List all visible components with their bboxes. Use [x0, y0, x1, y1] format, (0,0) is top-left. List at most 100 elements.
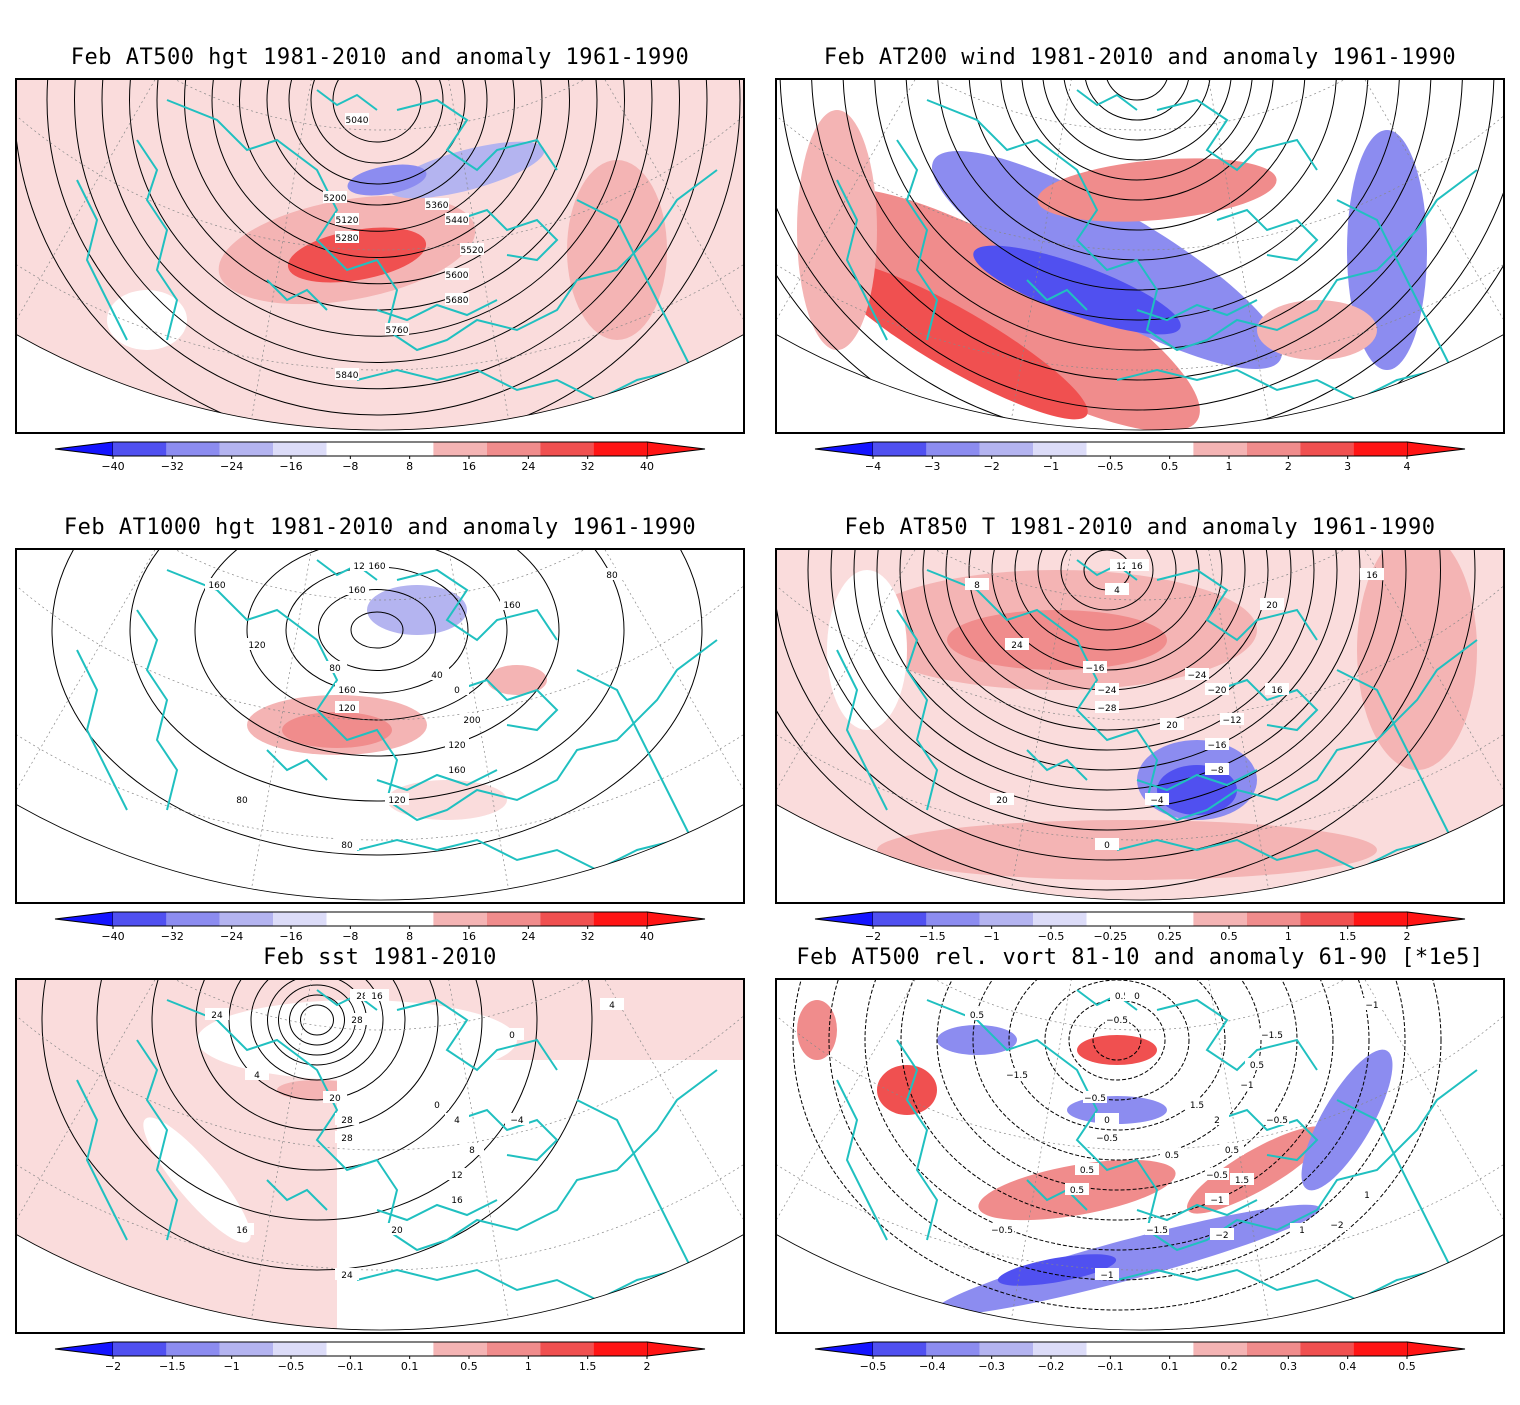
- coastline: [1076, 89, 1138, 111]
- colorbar-tick-label: −32: [161, 460, 184, 473]
- colorbar-tick-label: 0.3: [1280, 1360, 1298, 1373]
- contour-label: −12: [1223, 716, 1242, 726]
- contour-label: −4: [1150, 796, 1164, 806]
- colorbar-swatch: [926, 1342, 980, 1356]
- contour-label-bg: [445, 293, 469, 305]
- coastline: [356, 838, 678, 872]
- colorbar-tick-label: 0.5: [1220, 930, 1238, 943]
- contour-label: −0.5: [1096, 1134, 1118, 1144]
- contour-line: [51, 550, 703, 856]
- colorbar-swatch: [1086, 442, 1140, 456]
- contour-line: [246, 550, 508, 721]
- contour-line: [811, 80, 1463, 381]
- colorbar-arrow-left: [54, 1341, 114, 1357]
- contour-label-bg: [1095, 1268, 1119, 1280]
- colorbar-tick-label: −1: [1043, 460, 1059, 473]
- map-plot: 0 −0.5 −0.5 1.5 2 0.5 −0.5 −1 −1.5 −1 −0.5 0.5 0.5 0 −…: [775, 978, 1505, 1334]
- contour-label: −20: [1208, 686, 1227, 696]
- longitude-gridline: [1011, 550, 1141, 889]
- contour-label: 120: [248, 641, 265, 651]
- contour-label: 16: [1271, 686, 1283, 696]
- contour-label-bg: [345, 583, 369, 595]
- contour-label: −1.5: [1006, 1071, 1028, 1081]
- coastline: [576, 1099, 698, 1281]
- colorbar-swatch: [926, 912, 980, 926]
- anomaly-shading: [567, 160, 667, 340]
- coastline: [456, 1108, 559, 1162]
- contour-line: [46, 80, 708, 416]
- colorbar-tick-label: 32: [581, 460, 595, 473]
- coastline: [1076, 989, 1138, 1011]
- colorbar-tick-label: 0.4: [1339, 1360, 1357, 1373]
- colorbar-swatch: [1246, 442, 1301, 456]
- panel-title: Feb AT500 hgt 1981-2010 and anomaly 1961…: [70, 45, 690, 70]
- colorbar-arrow-right: [1406, 1341, 1466, 1357]
- contour-label: 20: [1166, 721, 1178, 731]
- contour-label: 5520: [461, 246, 484, 256]
- panel-title: Feb AT1000 hgt 1981-2010 and anomaly 196…: [63, 515, 697, 540]
- colorbar-swatch: [1353, 912, 1407, 926]
- colorbar-swatch: [540, 912, 594, 926]
- contour-line: [332, 80, 422, 143]
- contour-label: 0: [1104, 841, 1110, 851]
- colorbar-swatch: [486, 442, 541, 456]
- contour-label-bg: [335, 683, 359, 695]
- colorbar-swatch: [326, 442, 380, 456]
- contour-label: 4: [254, 1071, 260, 1081]
- colorbar-swatch: [273, 912, 327, 926]
- contour-label-bg: [460, 1143, 484, 1155]
- contour-line: [777, 550, 1476, 891]
- colorbar: −40 −32 −24 −16 −8 8 16 24 32 40: [54, 910, 706, 950]
- contour-label-bg: [965, 578, 989, 590]
- colorbar-swatch: [166, 912, 220, 926]
- anomaly-shading: [937, 1025, 1017, 1055]
- colorbar-swatch: [979, 442, 1034, 456]
- contour-label: 0: [509, 1031, 515, 1041]
- contour-line: [1084, 80, 1190, 121]
- anomaly-shading: [997, 1254, 1117, 1286]
- colorbar-tick-label: −0.5: [1097, 460, 1124, 473]
- coastline: [1116, 838, 1438, 872]
- contour-label: 4: [1114, 586, 1120, 596]
- contour-label-bg: [445, 1168, 469, 1180]
- contour-label-bg: [1145, 1223, 1169, 1235]
- anomaly-shading: [1187, 1126, 1327, 1214]
- colorbar-tick-label: −0.4: [919, 1360, 946, 1373]
- contour-label-bg: [1205, 1113, 1229, 1125]
- contour-label: −24: [1188, 671, 1207, 681]
- colorbar-swatch: [380, 442, 434, 456]
- projection-boundary: [17, 804, 743, 901]
- contour-label-bg: [1160, 718, 1184, 730]
- contour-line: [900, 980, 1334, 1221]
- anomaly-shading: [347, 164, 427, 196]
- anomaly-shading: [367, 585, 467, 635]
- contour-label: 8: [974, 581, 980, 591]
- contour-label-bg: [323, 1091, 347, 1103]
- coastline: [1336, 1099, 1458, 1281]
- colorbar-swatch: [873, 912, 927, 926]
- contour-label: 1: [1364, 1191, 1370, 1201]
- contour-line: [874, 80, 1400, 321]
- contour-label: −2: [1215, 1231, 1228, 1241]
- contour-label: −1.5: [1146, 1226, 1168, 1236]
- latitude-gridline: [777, 80, 1503, 131]
- colorbar-swatch: [113, 912, 167, 926]
- contour-label: 28: [356, 992, 368, 1002]
- contour-label-bg: [335, 838, 359, 850]
- colorbar-swatch: [540, 1342, 594, 1356]
- contour-label: −0.5: [1084, 1094, 1106, 1104]
- contour-label-bg: [445, 1193, 469, 1205]
- panel-title: Feb AT200 wind 1981-2010 and anomaly 196…: [823, 45, 1457, 70]
- anomaly-shading: [877, 820, 1377, 880]
- colorbar-swatch: [1193, 1342, 1247, 1356]
- colorbar-tick-label: 0.5: [1161, 460, 1179, 473]
- contour-label-bg: [1205, 763, 1229, 775]
- colorbar-tick-label: −0.1: [337, 1360, 364, 1373]
- contour-label-bg: [1095, 683, 1119, 695]
- contour-label-bg: [460, 243, 484, 255]
- colorbar-tick-label: −32: [161, 930, 184, 943]
- projection-boundary: [777, 1234, 1503, 1331]
- contour-label: −4: [510, 1116, 524, 1126]
- coastline: [76, 649, 128, 811]
- anomaly-shading: [107, 290, 187, 350]
